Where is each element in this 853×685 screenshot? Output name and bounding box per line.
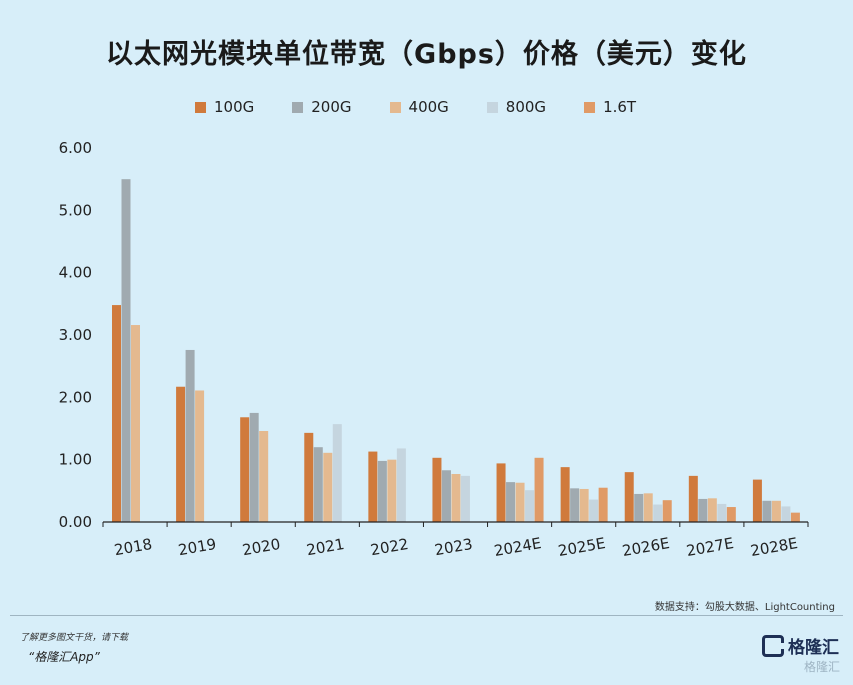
- bar-400G-2020: [259, 430, 269, 522]
- bar-200G-2028E: [762, 500, 772, 522]
- bar-800G-2028E: [781, 506, 791, 522]
- bar-100G-2026E: [624, 472, 634, 522]
- logo-mark-icon: [762, 634, 784, 657]
- bar-200G-2022: [377, 460, 387, 522]
- legend-label: 800G: [505, 98, 547, 116]
- x-tick-label: 2028E: [749, 534, 799, 560]
- data-source-note: 数据支持：勾股大数据、LightCounting: [654, 602, 835, 613]
- y-tick-label: 5.00: [59, 201, 92, 219]
- legend-item: 800G: [486, 98, 547, 116]
- bar-200G-2026E: [634, 493, 644, 522]
- brand-logo[interactable]: 格隆汇: [762, 633, 839, 658]
- bar-400G-2025E: [579, 488, 589, 522]
- legend-item: 100G: [195, 98, 254, 116]
- legend-item: 1.6T: [584, 98, 636, 116]
- bar-200G-2024E: [506, 482, 516, 522]
- bar-1-6T-2026E: [662, 500, 672, 522]
- bar-1-6T-2028E: [790, 512, 800, 522]
- legend-label: 400G: [408, 98, 449, 116]
- y-tick-label: 0.00: [59, 513, 92, 531]
- bar-400G-2021: [323, 452, 333, 522]
- corner-watermark: 格隆汇: [804, 660, 841, 674]
- bar-100G-2018: [112, 305, 121, 522]
- bar-200G-2018: [121, 179, 131, 522]
- legend-item: 200G: [292, 98, 352, 116]
- legend-item: 400G: [389, 98, 449, 116]
- bar-400G-2022: [387, 459, 397, 522]
- x-tick-label: 2026E: [621, 534, 671, 560]
- bar-400G-2018: [131, 325, 140, 522]
- bar-1-6T-2024E: [534, 457, 544, 522]
- legend: 100G 200G 400G 800G 1.6T: [195, 98, 674, 116]
- bar-100G-2025E: [560, 467, 570, 522]
- x-tick-label: 2023: [433, 535, 474, 559]
- footer-app-name: “格隆汇App”: [28, 650, 100, 664]
- bar-400G-2019: [195, 390, 205, 522]
- bar-200G-2027E: [698, 498, 708, 522]
- bar-800G-2024E: [525, 490, 535, 522]
- y-tick-label: 4.00: [59, 264, 92, 282]
- bar-800G-2025E: [589, 499, 599, 522]
- bar-200G-2019: [185, 349, 195, 522]
- bar-200G-2025E: [570, 488, 580, 522]
- bar-400G-2028E: [771, 500, 781, 522]
- bar-400G-2024E: [515, 482, 525, 522]
- legend-label: 1.6T: [603, 98, 637, 116]
- x-tick-label: 2018: [113, 535, 154, 559]
- bar-100G-2022: [368, 451, 378, 522]
- legend-swatch: [584, 101, 596, 113]
- logo-text: 格隆汇: [788, 638, 839, 658]
- bar-200G-2020: [249, 412, 259, 522]
- bar-400G-2027E: [707, 498, 717, 522]
- bar-100G-2028E: [752, 479, 762, 522]
- chart-title: 以太网光模块单位带宽（Gbps）价格（美元）变化: [106, 39, 747, 70]
- bar-100G-2027E: [688, 475, 698, 522]
- bar-800G-2023: [460, 475, 470, 522]
- bar-100G-2019: [176, 386, 186, 522]
- bar-400G-2023: [451, 474, 461, 522]
- bar-400G-2026E: [643, 493, 653, 522]
- bar-chart: 0.00 1.00 2.00 3.00 4.00 5.00 6.00 2018 2019 2020…: [59, 139, 809, 560]
- footer-divider: [10, 615, 843, 616]
- y-tick-label: 6.00: [59, 139, 92, 157]
- bar-800G-2027E: [717, 503, 727, 522]
- x-tick-label: 2022: [369, 535, 410, 559]
- y-tick-label: 1.00: [59, 451, 92, 469]
- bar-100G-2020: [240, 417, 250, 522]
- legend-swatch: [195, 101, 206, 113]
- bar-100G-2024E: [496, 463, 506, 522]
- x-tick-label: 2027E: [685, 534, 735, 560]
- legend-swatch: [389, 101, 401, 113]
- bar-100G-2023: [432, 457, 442, 522]
- bar-800G-2021: [332, 424, 342, 522]
- x-tick-label: 2019: [177, 535, 218, 559]
- footer-download-hint: 了解更多图文干货，请下载: [20, 633, 129, 643]
- bar-200G-2023: [441, 470, 451, 522]
- y-tick-label: 3.00: [59, 326, 92, 344]
- x-tick-label: 2024E: [493, 534, 543, 560]
- x-tick-label: 2021: [305, 535, 346, 559]
- legend-swatch: [292, 101, 304, 113]
- y-tick-label: 2.00: [59, 388, 92, 406]
- bar-100G-2021: [304, 432, 314, 522]
- x-tick-label: 2025E: [557, 534, 607, 560]
- bar-1-6T-2025E: [598, 487, 608, 522]
- bar-1-6T-2027E: [726, 507, 736, 522]
- bar-800G-2022: [396, 448, 406, 522]
- legend-label: 200G: [311, 98, 352, 116]
- bar-200G-2021: [313, 447, 323, 522]
- legend-label: 100G: [214, 98, 255, 116]
- legend-swatch: [486, 101, 498, 113]
- x-tick-label: 2020: [241, 535, 282, 559]
- bar-800G-2026E: [653, 504, 663, 522]
